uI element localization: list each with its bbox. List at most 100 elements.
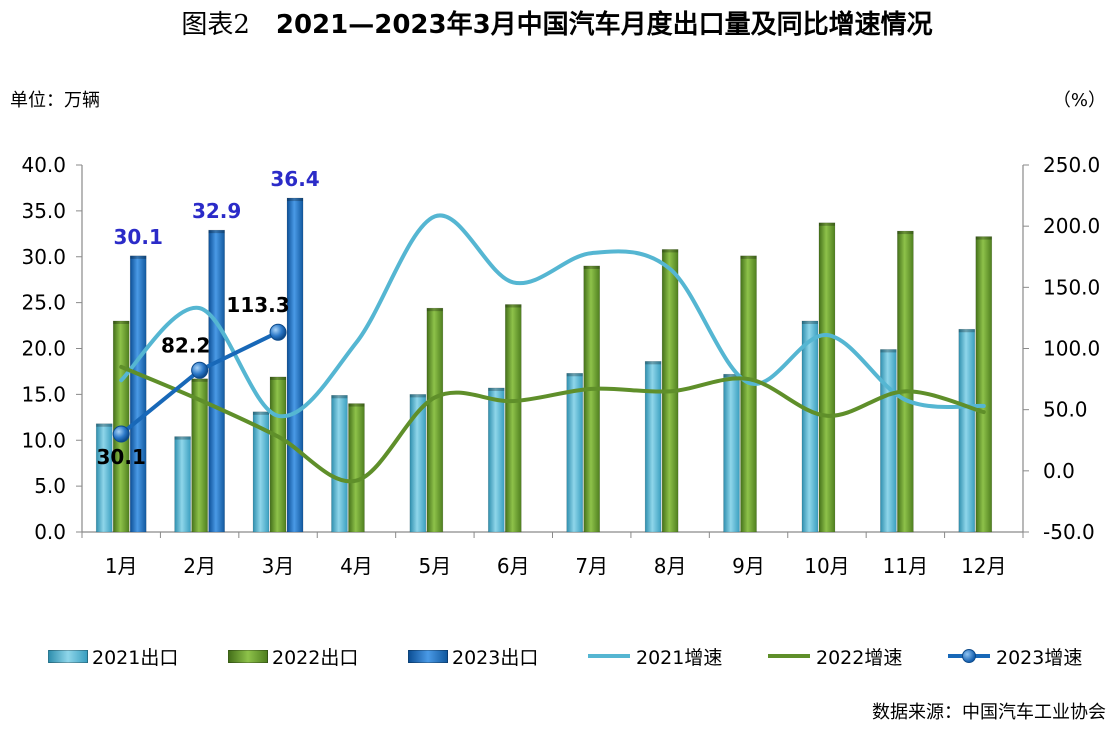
bar-2022出口 <box>818 222 836 533</box>
bar-top-2021出口 <box>409 394 426 398</box>
legend-label-2022-growth: 2022增速 <box>816 646 903 669</box>
left-tick-label: 25.0 <box>21 291 66 315</box>
data-label-2023-growth: 113.3 <box>226 293 289 317</box>
bar-2022出口 <box>583 265 601 533</box>
right-axis-unit: （%） <box>1052 90 1106 111</box>
bar-top-2022出口 <box>897 231 914 235</box>
bar-top-2022出口 <box>113 320 130 324</box>
bar-top-2022出口 <box>270 376 287 380</box>
x-tick-label: 6月 <box>497 554 530 578</box>
x-tick-label: 3月 <box>262 554 295 578</box>
left-tick-label: 0.0 <box>34 520 66 544</box>
legend-swatch-2023-export <box>408 649 448 663</box>
bar-2022出口 <box>348 403 365 533</box>
x-tick-label: 4月 <box>340 554 373 578</box>
legend-swatch-2022-growth <box>768 654 810 658</box>
bar-top-2022出口 <box>662 249 679 253</box>
bar-top-2021出口 <box>723 374 740 378</box>
chart-title-text: 2021—2023年3月中国汽车月度出口量及同比增速情况 <box>275 10 933 40</box>
data-label-2023-export: 30.1 <box>114 225 163 249</box>
legend-label-2021-growth: 2021增速 <box>636 646 723 669</box>
legend-swatch-2022-export <box>228 649 268 663</box>
data-label-2023-export: 32.9 <box>192 199 241 223</box>
legend-item-2021-growth: 2021增速 <box>588 640 722 672</box>
bar-top-2022出口 <box>426 308 443 312</box>
bar-2021出口 <box>409 394 427 533</box>
x-tick-label: 5月 <box>419 554 452 578</box>
right-tick-label: 50.0 <box>1043 398 1088 422</box>
left-tick-label: 30.0 <box>21 245 66 269</box>
bar-top-2021出口 <box>331 395 348 399</box>
bar-top-2021出口 <box>174 436 191 440</box>
bar-top-2022出口 <box>191 378 208 382</box>
left-axis-unit: 单位：万辆 <box>10 90 100 111</box>
bar-2022出口 <box>504 304 522 533</box>
bar-2022出口 <box>269 376 287 533</box>
point-2023增速 <box>269 323 287 341</box>
bar-2021出口 <box>252 411 270 533</box>
line-2021增速 <box>119 213 986 419</box>
data-label-2023-growth: 82.2 <box>161 333 210 357</box>
bar-top-2021出口 <box>645 361 662 365</box>
bar-2021出口 <box>723 373 740 533</box>
x-tick-label: 8月 <box>654 554 687 578</box>
legend-item-2022-export: 2022出口 <box>228 640 358 672</box>
bar-top-2022出口 <box>818 222 835 226</box>
right-tick-label: -50.0 <box>1043 520 1095 544</box>
bar-2021出口 <box>174 436 191 533</box>
left-tick-label: 20.0 <box>21 337 66 361</box>
left-tick-label: 5.0 <box>34 474 66 498</box>
bar-top-2022出口 <box>348 403 365 407</box>
left-tick-label: 35.0 <box>21 199 66 223</box>
bar-top-2021出口 <box>566 373 583 377</box>
legend-label-2022-export: 2022出口 <box>272 646 359 669</box>
bar-2022出口 <box>191 378 208 533</box>
bar-2022出口 <box>975 236 993 533</box>
bar-2023出口 <box>208 229 225 533</box>
line-2022增速 <box>119 364 986 484</box>
bar-top-2021出口 <box>96 423 113 427</box>
x-tick-label: 11月 <box>883 554 928 578</box>
bar-2023出口 <box>286 197 304 533</box>
bar-top-2021出口 <box>253 411 270 415</box>
figure-number: 图表2 <box>181 10 250 40</box>
point-2023增速 <box>191 361 209 379</box>
data-label-2023-growth: 30.1 <box>97 445 146 469</box>
x-tick-label: 2月 <box>183 554 216 578</box>
x-tick-label: 12月 <box>961 554 1006 578</box>
chart-title: 图表2 2021—2023年3月中国汽车月度出口量及同比增速情况 <box>0 8 1114 42</box>
legend-label-2021-export: 2021出口 <box>92 646 179 669</box>
left-tick-label: 10.0 <box>21 428 66 452</box>
x-tick-label: 10月 <box>804 554 849 578</box>
bar-top-2021出口 <box>801 320 818 324</box>
bar-top-2022出口 <box>975 236 992 240</box>
legend-swatch-2021-export <box>48 649 88 663</box>
data-source: 数据来源：中国汽车工业协会 <box>872 702 1106 723</box>
bar-2021出口 <box>958 328 976 533</box>
legend-item-2023-export: 2023出口 <box>408 640 538 672</box>
legend-label-2023-growth: 2023增速 <box>996 646 1083 669</box>
bar-2021出口 <box>487 387 505 533</box>
right-tick-label: 0.0 <box>1043 459 1075 483</box>
bar-2021出口 <box>95 423 113 533</box>
bar-top-2021出口 <box>880 349 897 353</box>
bar-top-2021出口 <box>958 329 975 333</box>
right-tick-label: 100.0 <box>1043 337 1100 361</box>
bar-2021出口 <box>644 361 662 533</box>
data-label-2023-export: 36.4 <box>270 167 319 191</box>
legend: 2021出口 2022出口 2023出口 2021增速 2022增速 2023增… <box>0 640 1114 672</box>
bar-2021出口 <box>566 372 584 533</box>
legend-swatch-2021-growth <box>588 654 630 658</box>
bar-2022出口 <box>426 307 444 533</box>
legend-label-2023-export: 2023出口 <box>452 646 539 669</box>
bar-2022出口 <box>740 255 757 533</box>
x-tick-label: 7月 <box>575 554 608 578</box>
bar-2021出口 <box>880 349 897 533</box>
bar-top-2022出口 <box>583 265 600 269</box>
bar-top-2022出口 <box>740 255 757 259</box>
bar-2021出口 <box>331 394 348 533</box>
x-tick-label: 1月 <box>105 554 138 578</box>
point-2023增速 <box>112 425 130 443</box>
bar-top-2021出口 <box>488 387 505 391</box>
